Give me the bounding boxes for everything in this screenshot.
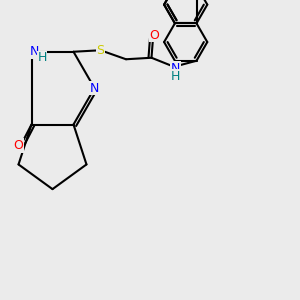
Text: O: O bbox=[150, 29, 159, 42]
Text: O: O bbox=[13, 139, 23, 152]
Text: N: N bbox=[30, 45, 39, 58]
Text: H: H bbox=[171, 70, 180, 83]
Text: N: N bbox=[90, 82, 99, 94]
Text: S: S bbox=[97, 44, 104, 57]
Text: N: N bbox=[171, 62, 180, 75]
Text: H: H bbox=[37, 51, 47, 64]
